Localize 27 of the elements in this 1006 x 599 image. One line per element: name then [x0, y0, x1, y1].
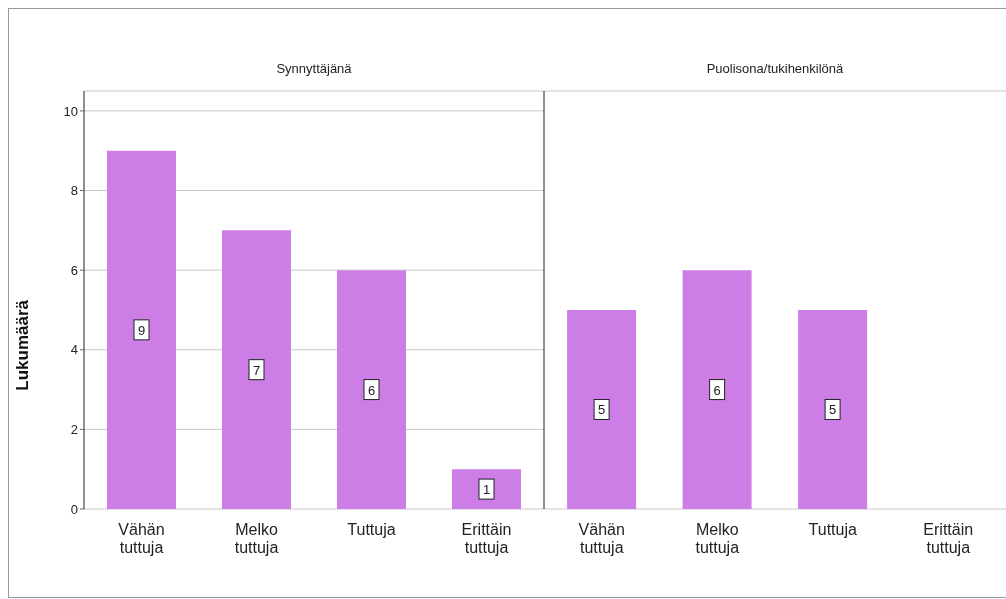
- y-tick-label: 8: [70, 183, 78, 199]
- data-label: 7: [252, 362, 261, 378]
- x-tick-label: Tuttuja: [808, 521, 858, 538]
- y-tick-label: 2: [70, 422, 78, 437]
- bar: [222, 230, 291, 509]
- x-tick-label: Erittäin tuttuja: [923, 521, 974, 556]
- y-tick-label: 10: [63, 103, 78, 119]
- y-axis-title: Lukumäärä: [13, 299, 33, 391]
- data-label: 6: [713, 382, 721, 398]
- data-label: 9: [137, 322, 146, 338]
- chart-title: Synnyttäjänä: [275, 61, 353, 76]
- data-label: 6: [367, 382, 376, 398]
- x-tick-label: Erittäin tuttuja: [461, 521, 512, 556]
- x-tick-label: Tuttuja: [347, 521, 396, 538]
- y-tick-label: 0: [70, 501, 78, 517]
- x-tick-label: Melko tuttuja: [695, 521, 740, 556]
- bar: [107, 150, 176, 509]
- data-label: 5: [597, 402, 606, 418]
- x-tick-label: Vähän tuttuja: [118, 521, 165, 556]
- y-tick-label: 4: [70, 342, 78, 358]
- y-tick-label: 6: [70, 262, 78, 278]
- data-label: 1: [482, 482, 491, 498]
- x-tick-label: Melko tuttuja: [234, 521, 279, 556]
- bar: [337, 270, 406, 509]
- data-label: 5: [828, 402, 837, 418]
- chart-title: Puolisona/tukihenkilönä: [705, 61, 845, 76]
- x-tick-label: Vähän tuttuja: [578, 521, 625, 556]
